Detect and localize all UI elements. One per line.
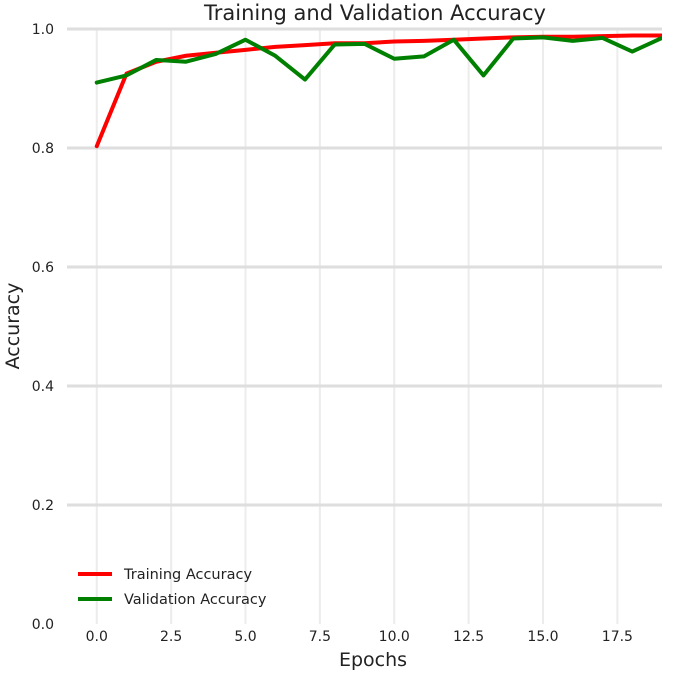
legend: Training Accuracy Validation Accuracy <box>78 567 267 608</box>
x-axis-label: Epochs <box>339 649 407 671</box>
x-tick-label: 7.5 <box>309 629 331 645</box>
series-lines <box>94 33 662 149</box>
validation-accuracy-line <box>94 35 662 85</box>
grid <box>67 27 662 624</box>
y-tick-label: 1.0 <box>32 22 54 38</box>
x-tick-label: 2.5 <box>160 629 182 645</box>
x-tick-label: 5.0 <box>234 629 256 645</box>
training-accuracy-line <box>94 33 662 149</box>
y-tick-label: 0.8 <box>32 141 54 157</box>
y-tick-label: 0.0 <box>32 617 54 633</box>
x-tick-label: 10.0 <box>379 629 410 645</box>
x-tick-label: 15.0 <box>527 629 558 645</box>
tick-labels: 0.0 2.5 5.0 7.5 10.0 12.5 15.0 17.5 0.0 0.2 0.4 0.6… <box>32 22 633 645</box>
x-tick-label: 0.0 <box>86 629 108 645</box>
x-tick-label: 17.5 <box>602 629 633 645</box>
x-tick-label: 12.5 <box>453 629 484 645</box>
y-axis-label: Accuracy <box>2 283 24 370</box>
y-tick-label: 0.6 <box>32 260 54 276</box>
chart-title: Training and Validation Accuracy <box>203 1 546 25</box>
legend-label-validation: Validation Accuracy <box>124 592 267 608</box>
y-tick-label: 0.4 <box>32 379 54 395</box>
y-tick-label: 0.2 <box>32 498 54 514</box>
legend-label-training: Training Accuracy <box>123 567 252 583</box>
